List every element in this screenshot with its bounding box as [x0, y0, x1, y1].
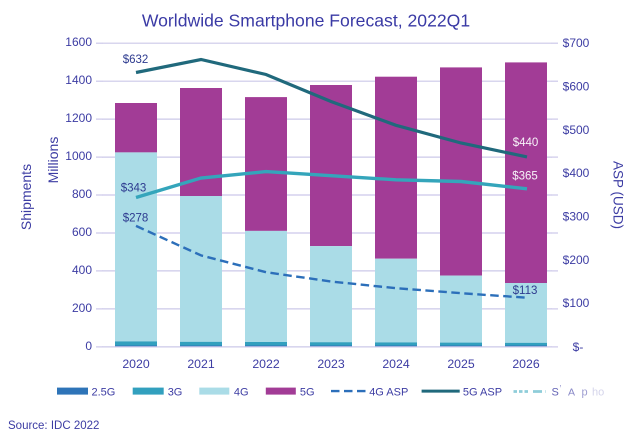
svg-text:Millions: Millions [45, 137, 61, 184]
svg-text:4G ASP: 4G ASP [369, 386, 408, 398]
svg-text:Source: IDC 2022: Source: IDC 2022 [8, 420, 99, 432]
svg-text:$500: $500 [563, 123, 590, 137]
svg-text:Shipments: Shipments [18, 164, 34, 230]
svg-text:0: 0 [85, 339, 92, 353]
svg-text:800: 800 [72, 187, 92, 201]
svg-text:Worldwide Smartphone Forecast,: Worldwide Smartphone Forecast, 2022Q1 [142, 11, 470, 31]
svg-text:600: 600 [72, 225, 92, 239]
svg-text:5G ASP: 5G ASP [463, 386, 502, 398]
svg-text:1000: 1000 [65, 149, 92, 163]
svg-text:ho: ho [592, 386, 604, 398]
svg-text:$300: $300 [563, 209, 590, 223]
svg-text:200: 200 [72, 301, 92, 315]
svg-text:$400: $400 [563, 166, 590, 180]
svg-text:4G: 4G [234, 386, 249, 398]
svg-text:$-: $- [573, 340, 584, 354]
svg-text:1400: 1400 [65, 73, 92, 87]
svg-text:2024: 2024 [382, 357, 410, 371]
svg-text:3G: 3G [168, 386, 183, 398]
svg-text:2021: 2021 [187, 357, 215, 371]
svg-text:$100: $100 [563, 296, 590, 310]
svg-text:2022: 2022 [252, 357, 280, 371]
svg-text:2025: 2025 [447, 357, 475, 371]
svg-text:$600: $600 [563, 80, 590, 94]
svg-text:2020: 2020 [122, 357, 150, 371]
svg-text:$113: $113 [513, 285, 538, 297]
svg-text:1200: 1200 [65, 111, 92, 125]
svg-text:1600: 1600 [65, 35, 92, 49]
svg-text:$440: $440 [513, 137, 539, 149]
svg-text:2023: 2023 [317, 357, 345, 371]
svg-text:400: 400 [72, 263, 92, 277]
svg-text:2.5G: 2.5G [92, 386, 116, 398]
svg-text:$343: $343 [121, 183, 147, 195]
svg-text:5G: 5G [300, 386, 315, 398]
svg-text:ASP (USD): ASP (USD) [611, 161, 626, 229]
svg-text:$700: $700 [563, 36, 590, 50]
svg-text:$365: $365 [512, 171, 538, 183]
svg-text:A: A [568, 386, 575, 398]
svg-text:ʼ: ʼ [560, 384, 562, 394]
svg-text:S: S [552, 386, 559, 398]
svg-text:$200: $200 [563, 253, 590, 267]
svg-text:$278: $278 [123, 213, 149, 225]
svg-text:2026: 2026 [512, 357, 540, 371]
svg-text:p: p [582, 386, 588, 398]
svg-text:$632: $632 [123, 54, 149, 66]
